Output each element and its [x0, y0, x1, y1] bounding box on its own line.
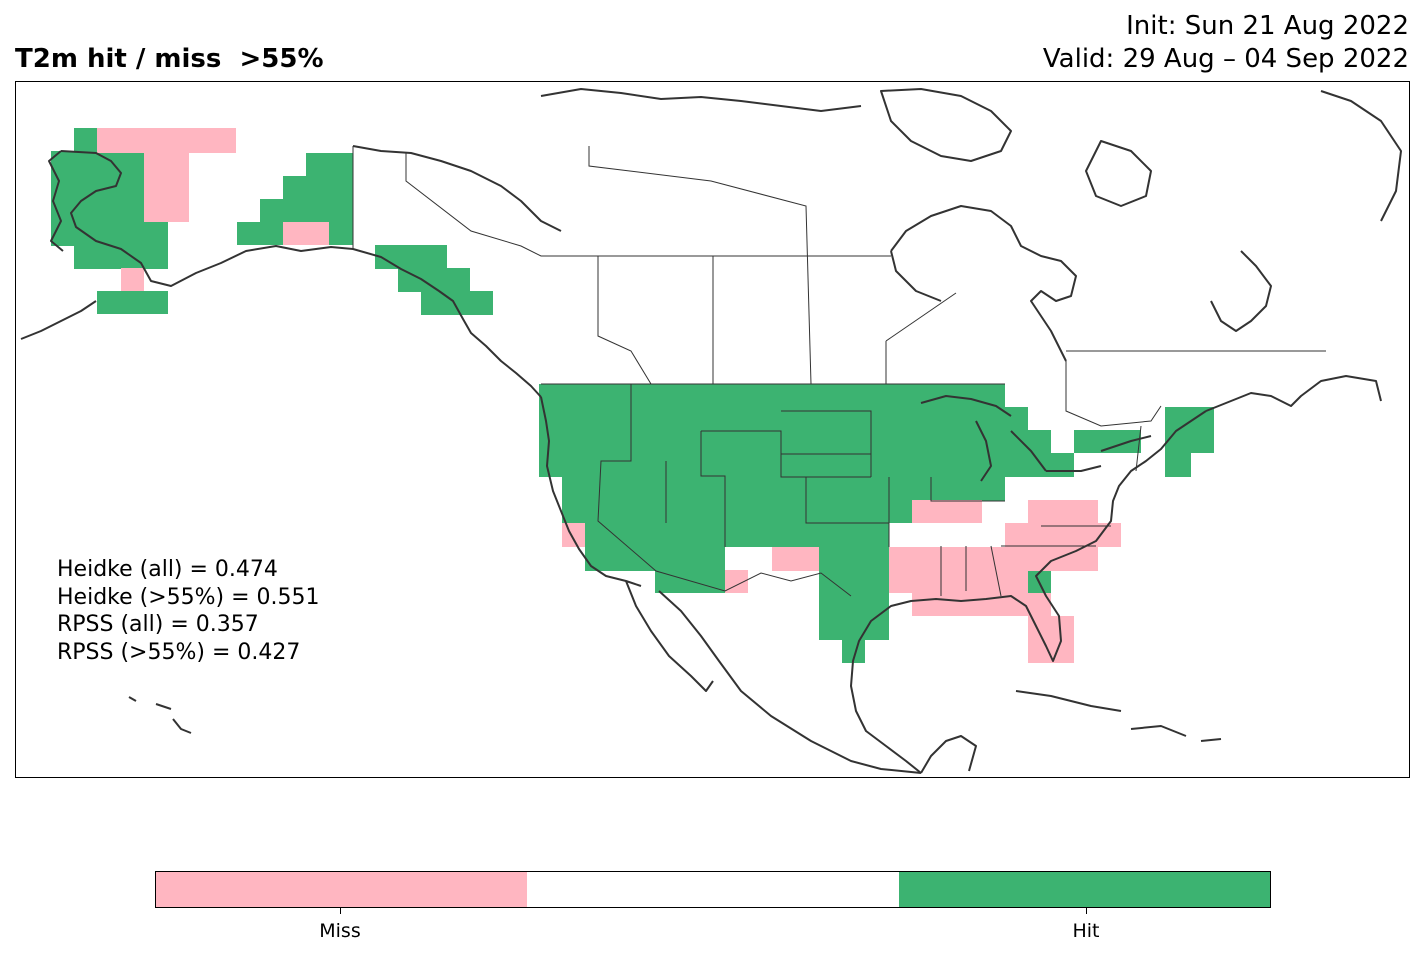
map-title: T2m hit / miss >55% — [15, 44, 324, 74]
map-canvas — [20, 88, 1402, 774]
coastlines — [20, 88, 1402, 774]
map-panel — [15, 81, 1410, 778]
colorbar-tick-hit — [1086, 908, 1087, 914]
valid-dates: Valid: 29 Aug – 04 Sep 2022 — [1042, 44, 1409, 74]
borders — [352, 146, 1326, 597]
colorbar-neutral-segment — [527, 872, 899, 907]
rpss-55: RPSS (>55%) = 0.427 — [57, 639, 301, 665]
colorbar — [155, 871, 1271, 908]
colorbar-tick-miss — [340, 908, 341, 914]
colorbar-miss-segment — [156, 872, 528, 907]
forecast-dates: Init: Sun 21 Aug 2022 Valid: 29 Aug – 04… — [1043, 10, 1409, 76]
heidke-all: Heidke (all) = 0.474 — [57, 557, 278, 582]
skill-scores: Heidke (all) = 0.474 Heidke (>55%) = 0.5… — [57, 556, 320, 666]
rpss-all: RPSS (all) = 0.357 — [57, 612, 259, 637]
colorbar-label-miss: Miss — [319, 920, 361, 942]
init-date: Init: Sun 21 Aug 2022 — [1126, 11, 1409, 41]
colorbar-hit-segment — [898, 872, 1270, 907]
colorbar-label-hit: Hit — [1072, 920, 1100, 942]
hit-cells — [51, 128, 1214, 663]
heidke-55: Heidke (>55%) = 0.551 — [57, 584, 320, 610]
